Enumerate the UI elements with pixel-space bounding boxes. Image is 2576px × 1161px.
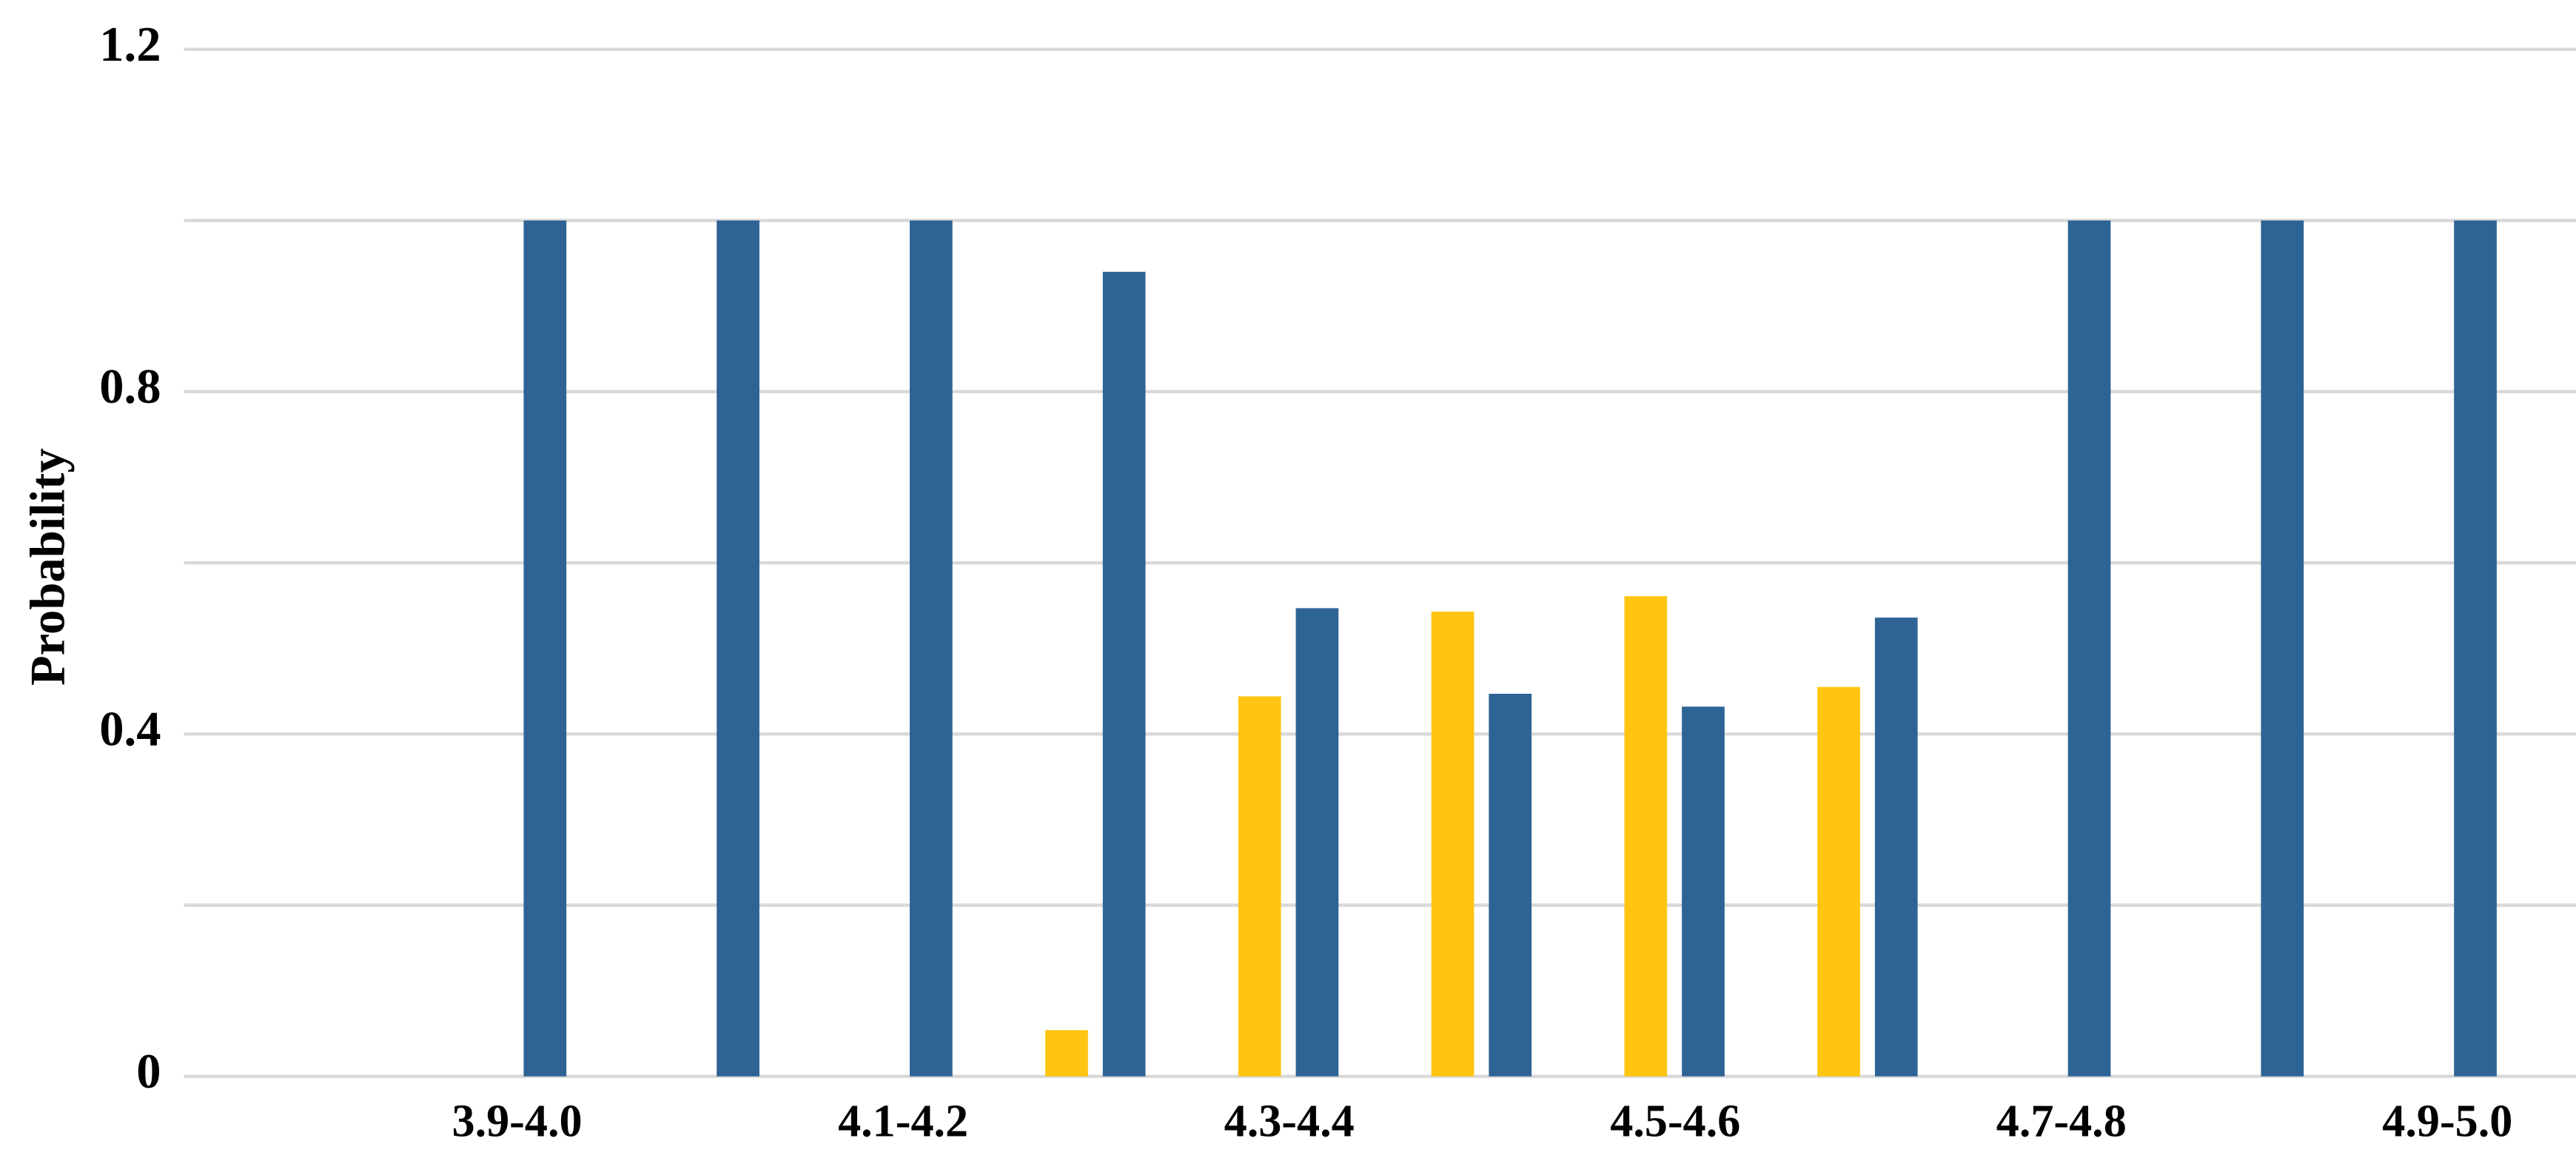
bar	[717, 220, 759, 1077]
y-tick-label: 0.4	[99, 703, 161, 757]
x-tick-label: 4.5-4.6	[1610, 1097, 1740, 1147]
bar	[1817, 686, 1860, 1077]
x-tick-label: 4.9-5.0	[2382, 1097, 2512, 1147]
y-axis-label: Probability	[21, 448, 75, 686]
bar	[1489, 693, 1532, 1077]
bar	[1045, 1030, 1088, 1077]
y-tick-label: 1.2	[99, 18, 161, 72]
x-tick-label: 4.7-4.8	[1996, 1097, 2127, 1147]
x-tick-label: 4.1-4.2	[838, 1097, 968, 1147]
bar	[909, 220, 953, 1077]
bar	[1295, 608, 1339, 1077]
bar	[1874, 618, 1918, 1077]
bar	[2067, 220, 2111, 1077]
y-tick-label: 0.8	[99, 360, 161, 414]
bar	[1682, 706, 1725, 1077]
bar	[2454, 220, 2497, 1077]
y-tick-label: 0	[136, 1045, 161, 1099]
x-tick-label: 4.3-4.4	[1224, 1097, 1355, 1147]
bar	[1102, 272, 1146, 1077]
bar	[523, 220, 567, 1077]
bar	[2261, 220, 2304, 1077]
bar	[1624, 596, 1668, 1077]
bar	[1238, 696, 1281, 1077]
x-tick-label: 3.9-4.0	[452, 1097, 583, 1147]
bar	[1431, 612, 1475, 1077]
